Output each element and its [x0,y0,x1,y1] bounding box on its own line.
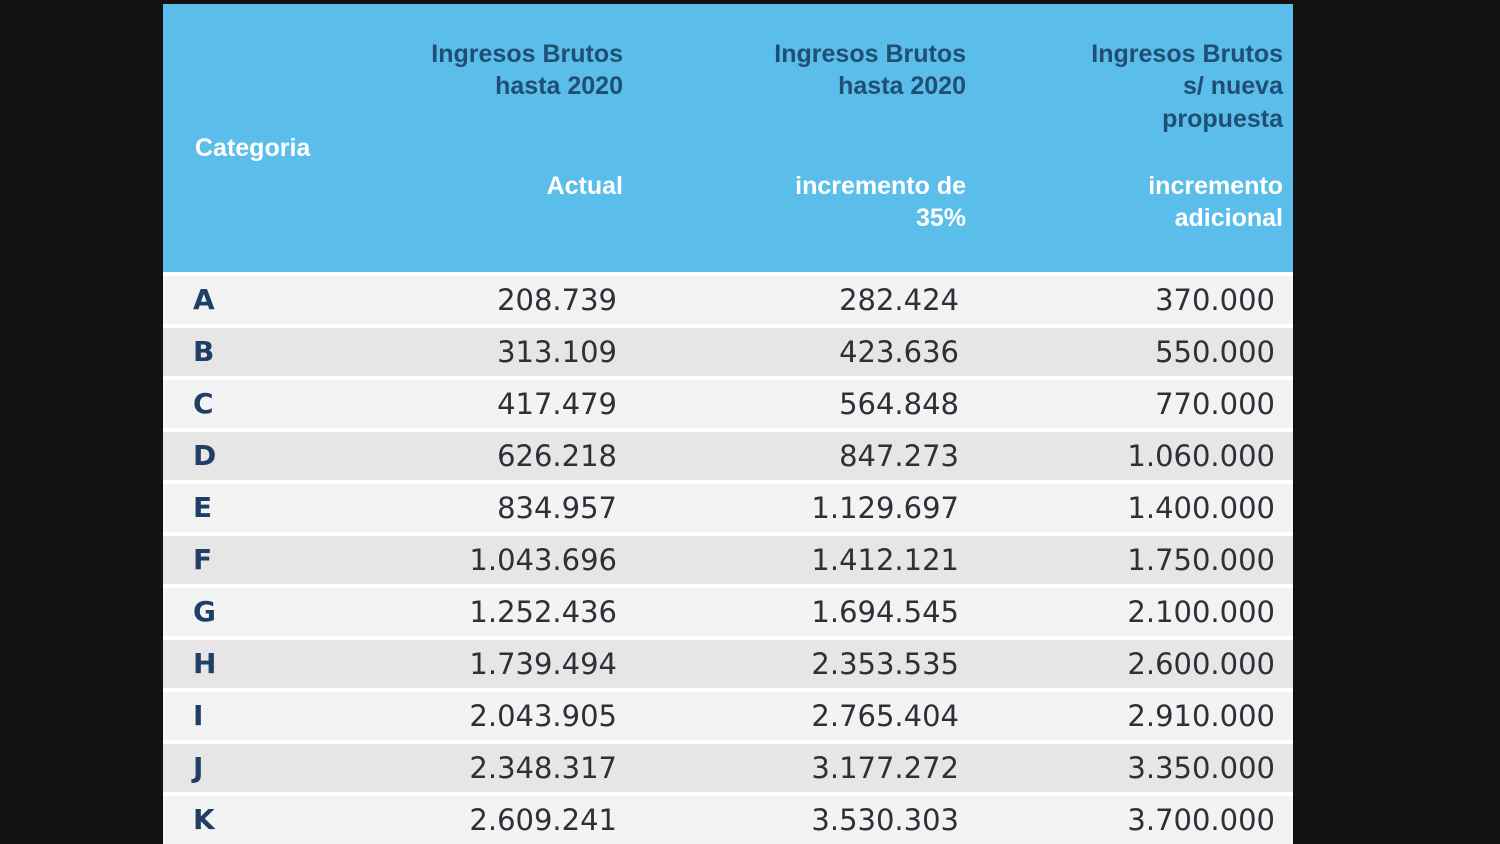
table-header: Categoria Ingresos Brutos hasta 2020 Act… [163,4,1293,272]
row-nueva-propuesta-value: 1.750.000 [1127,543,1275,577]
table-row: K 2.609.241 3.530.303 3.700.000 [163,796,1293,844]
row-nueva-propuesta-value: 2.910.000 [1127,699,1275,733]
table-body: A 208.739 282.424 370.000 B 313.109 423.… [163,276,1293,844]
table-row: I 2.043.905 2.765.404 2.910.000 [163,692,1293,740]
row-incremento-35-value: 3.177.272 [811,751,959,785]
row-incremento-35-value: 564.848 [839,387,959,421]
row-category: H [193,647,217,680]
row-incremento-35-value: 1.129.697 [811,491,959,525]
header-col-propuesta-subtitle-line-2: adicional [1174,204,1283,232]
row-actual-value: 834.957 [497,491,617,525]
row-actual-value: 1.739.494 [469,647,617,681]
row-incremento-35-value: 847.273 [839,439,959,473]
header-col-35-subtitle-line-1: incremento de [795,172,966,200]
row-category: C [193,387,214,420]
header-col-35-title-line-1: Ingresos Brutos [774,40,966,68]
row-incremento-35-value: 1.412.121 [811,543,959,577]
row-incremento-35-value: 2.353.535 [811,647,959,681]
row-nueva-propuesta-value: 370.000 [1155,283,1275,317]
table-row: H 1.739.494 2.353.535 2.600.000 [163,640,1293,688]
row-category: B [193,335,215,368]
header-col-actual-title-line-2: hasta 2020 [495,72,623,100]
row-actual-value: 2.043.905 [469,699,617,733]
row-actual-value: 1.252.436 [469,595,617,629]
row-nueva-propuesta-value: 770.000 [1155,387,1275,421]
table-row: C 417.479 564.848 770.000 [163,380,1293,428]
header-col-propuesta-subtitle-line-1: incremento [1148,172,1283,200]
row-category: J [193,751,204,784]
row-nueva-propuesta-value: 1.400.000 [1127,491,1275,525]
header-category: Categoria [195,134,311,162]
row-actual-value: 208.739 [497,283,617,317]
table-row: B 313.109 423.636 550.000 [163,328,1293,376]
row-actual-value: 2.348.317 [469,751,617,785]
income-categories-table: Categoria Ingresos Brutos hasta 2020 Act… [163,4,1293,844]
row-actual-value: 1.043.696 [469,543,617,577]
row-category: D [193,439,217,472]
row-incremento-35-value: 423.636 [839,335,959,369]
header-col-35-title-line-2: hasta 2020 [838,72,966,100]
row-nueva-propuesta-value: 3.350.000 [1127,751,1275,785]
table-row: F 1.043.696 1.412.121 1.750.000 [163,536,1293,584]
row-actual-value: 313.109 [497,335,617,369]
row-incremento-35-value: 1.694.545 [811,595,959,629]
table-row: E 834.957 1.129.697 1.400.000 [163,484,1293,532]
row-nueva-propuesta-value: 3.700.000 [1127,803,1275,837]
row-actual-value: 2.609.241 [469,803,617,837]
row-actual-value: 626.218 [497,439,617,473]
row-category: K [193,803,215,836]
row-actual-value: 417.479 [497,387,617,421]
table-row: D 626.218 847.273 1.060.000 [163,432,1293,480]
header-col-propuesta-title-line-3: propuesta [1162,105,1283,133]
row-nueva-propuesta-value: 2.100.000 [1127,595,1275,629]
row-nueva-propuesta-value: 2.600.000 [1127,647,1275,681]
row-category: E [193,491,213,524]
table-row: A 208.739 282.424 370.000 [163,276,1293,324]
row-incremento-35-value: 2.765.404 [811,699,959,733]
row-incremento-35-value: 3.530.303 [811,803,959,837]
row-nueva-propuesta-value: 1.060.000 [1127,439,1275,473]
table-row: J 2.348.317 3.177.272 3.350.000 [163,744,1293,792]
header-col-actual-title-line-1: Ingresos Brutos [431,40,623,68]
row-category: G [193,595,216,628]
table-row: G 1.252.436 1.694.545 2.100.000 [163,588,1293,636]
row-nueva-propuesta-value: 550.000 [1155,335,1275,369]
row-category: F [193,543,213,576]
header-col-propuesta-title-line-2: s/ nueva [1182,72,1283,100]
header-col-35-subtitle-line-2: 35% [915,204,966,232]
row-category: I [193,699,204,732]
header-col-actual-subtitle-line-1: Actual [546,172,623,200]
header-col-propuesta-title-line-1: Ingresos Brutos [1091,40,1283,68]
row-incremento-35-value: 282.424 [839,283,959,317]
row-category: A [193,283,215,316]
